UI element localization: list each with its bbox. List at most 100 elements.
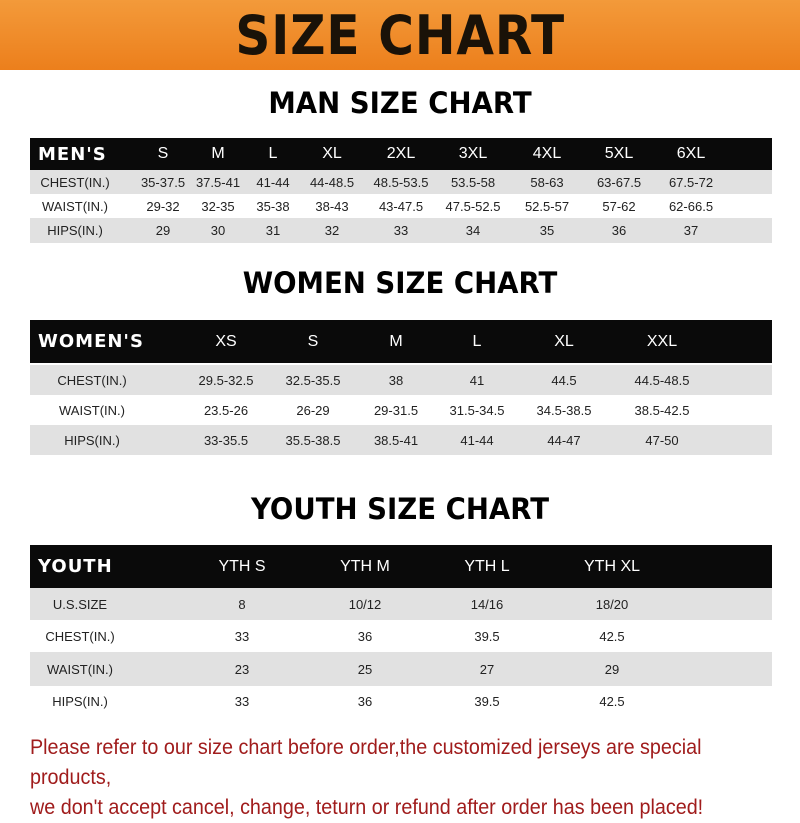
size-header-cell: XXL: [646, 332, 678, 350]
measurement-label: HIPS(IN.): [64, 432, 120, 448]
banner-title: SIZE CHART: [235, 3, 565, 67]
measurement-value: 44-47: [547, 432, 581, 448]
measurement-value: 31: [265, 223, 281, 238]
size-header-cell: XL: [322, 145, 342, 162]
measurement-label: U.S.SIZE: [52, 596, 108, 612]
table-row: WAIST(IN.) 23.5-26 26-29 29-31.5 31.5-34.5 34…: [30, 395, 772, 425]
measurement-value: 47-50: [645, 432, 679, 448]
measurement-value: 44.5-48.5: [634, 372, 690, 388]
table-title-cell: WOMEN'S: [38, 331, 144, 352]
measurement-value: 41-44: [256, 174, 290, 190]
table-header-row: MEN'S S M L XL 2XL 3XL 4XL 5XL 6XL: [30, 138, 772, 170]
size-header-cell: M: [389, 332, 403, 350]
table-row: HIPS(IN.) 33 36 39.5 42.5: [30, 686, 772, 717]
men-title: MAN SIZE CHART: [268, 86, 532, 120]
size-header-cell: S: [307, 332, 319, 350]
measurement-value: 34: [465, 223, 481, 238]
table-row: HIPS(IN.) 33-35.5 35.5-38.5 38.5-41 41-44 44-…: [30, 425, 772, 455]
measurement-value: 34.5-38.5: [536, 402, 592, 418]
measurement-value: 36: [357, 694, 373, 709]
measurement-value: 37.5-41: [195, 174, 241, 190]
size-header-cell: YTH M: [340, 557, 390, 575]
measurement-value: 14/16: [470, 596, 504, 612]
measurement-value: 27: [479, 661, 495, 677]
measurement-value: 36: [357, 628, 373, 644]
measurement-value: 53.5-58: [450, 174, 496, 190]
table-title-cell: YOUTH: [38, 556, 113, 577]
table-header-row: YOUTH YTH S YTH M YTH L YTH XL: [30, 545, 772, 588]
measurement-value: 38.5-41: [373, 432, 419, 448]
table-row: U.S.SIZE 8 10/12 14/16 18/20: [30, 588, 772, 620]
measurement-label: CHEST(IN.): [40, 174, 110, 190]
measurement-value: 52.5-57: [524, 198, 570, 214]
measurement-value: 37: [683, 223, 699, 238]
table-row: CHEST(IN.) 33 36 39.5 42.5: [30, 620, 772, 652]
measurement-value: 42.5: [599, 628, 625, 644]
measurement-value: 33: [393, 223, 409, 238]
measurement-value: 26-29: [296, 402, 330, 418]
measurement-value: 30: [210, 223, 226, 238]
measurement-value: 33: [234, 694, 250, 709]
size-header-cell: YTH L: [464, 557, 510, 575]
measurement-label: WAIST(IN.): [59, 402, 125, 418]
measurement-value: 35-38: [256, 198, 290, 214]
measurement-label: WAIST(IN.): [47, 661, 113, 677]
table-row: HIPS(IN.) 29 30 31 32 33 34 35 36 37: [30, 218, 772, 243]
measurement-value: 29: [604, 661, 620, 677]
note-line-2: we don't accept cancel, change, teturn o…: [30, 796, 704, 819]
measurement-value: 29: [155, 223, 171, 238]
measurement-value: 47.5-52.5: [445, 198, 501, 214]
women-title: WOMEN SIZE CHART: [242, 266, 558, 300]
size-header-cell: 2XL: [386, 145, 416, 162]
measurement-label: CHEST(IN.): [57, 372, 127, 388]
table-title-cell: MEN'S: [38, 143, 107, 165]
measurement-value: 31.5-34.5: [449, 402, 505, 418]
measurement-value: 23: [234, 661, 250, 677]
size-header-cell: M: [211, 145, 225, 162]
measurement-value: 32-35: [201, 198, 235, 214]
size-header-cell: L: [472, 332, 482, 350]
note-line-1: Please refer to our size chart before or…: [30, 736, 702, 789]
measurement-value: 35-37.5: [140, 174, 186, 190]
table-row: CHEST(IN.) 29.5-32.5 32.5-35.5 38 41 44.5 44.5…: [30, 365, 772, 395]
measurement-value: 41: [469, 372, 485, 388]
table-row: WAIST(IN.) 23 25 27 29: [30, 652, 772, 686]
measurement-value: 41-44: [460, 432, 494, 448]
measurement-value: 38.5-42.5: [634, 402, 690, 418]
measurement-value: 39.5: [474, 694, 500, 709]
disclaimer-note: Please refer to our size chart before or…: [30, 733, 754, 823]
measurement-value: 10/12: [348, 596, 382, 612]
measurement-value: 48.5-53.5: [373, 174, 429, 190]
measurement-value: 25: [357, 661, 373, 677]
measurement-value: 42.5: [599, 694, 625, 709]
measurement-value: 33-35.5: [203, 432, 249, 448]
size-header-cell: YTH S: [218, 557, 266, 575]
measurement-label: WAIST(IN.): [42, 198, 108, 214]
measurement-value: 32.5-35.5: [285, 372, 341, 388]
measurement-value: 29.5-32.5: [198, 372, 254, 388]
measurement-label: HIPS(IN.): [52, 694, 108, 709]
measurement-value: 8: [238, 596, 246, 612]
measurement-label: HIPS(IN.): [47, 223, 103, 238]
measurement-value: 67.5-72: [668, 174, 714, 190]
measurement-value: 29-32: [146, 198, 180, 214]
measurement-value: 29-31.5: [373, 402, 419, 418]
measurement-value: 18/20: [595, 596, 629, 612]
table-header-row: WOMEN'S XS S M L XL XXL: [30, 320, 772, 363]
measurement-value: 23.5-26: [203, 402, 249, 418]
table-row: CHEST(IN.) 35-37.5 37.5-41 41-44 44-48.5 48.5…: [30, 170, 772, 194]
measurement-value: 38-43: [315, 198, 349, 214]
measurement-value: 33: [234, 628, 250, 644]
size-header-cell: L: [268, 145, 278, 162]
measurement-value: 35: [539, 223, 555, 238]
size-header-cell: S: [157, 145, 169, 162]
table-row: WAIST(IN.) 29-32 32-35 35-38 38-43 43-47.5 47.…: [30, 194, 772, 218]
measurement-value: 43-47.5: [378, 198, 424, 214]
measurement-value: 44.5: [551, 372, 577, 388]
measurement-value: 32: [324, 223, 340, 238]
measurement-value: 39.5: [474, 628, 500, 644]
youth-title: YOUTH SIZE CHART: [250, 492, 550, 526]
size-header-cell: 5XL: [604, 145, 634, 162]
size-header-cell: 3XL: [458, 145, 488, 162]
measurement-value: 63-67.5: [596, 174, 642, 190]
